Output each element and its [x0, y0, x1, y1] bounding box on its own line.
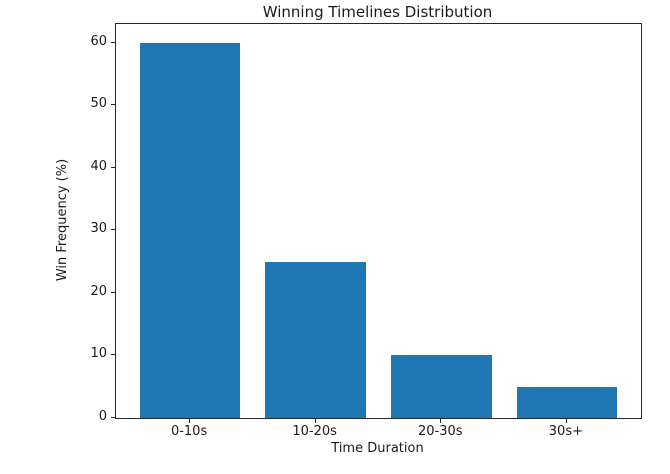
y-tick-mark — [111, 166, 115, 168]
y-tick-label: 40 — [90, 158, 107, 174]
x-tick-label: 0-10s — [170, 424, 208, 439]
y-tick-label: 60 — [90, 33, 107, 49]
y-tick-mark — [111, 354, 115, 356]
bar-20-30s — [391, 355, 492, 418]
bar-30s+ — [516, 386, 618, 418]
plot-area — [115, 23, 642, 419]
x-tick-label: 30s+ — [548, 424, 583, 439]
y-tick-mark — [111, 291, 115, 293]
bar-10-20s — [265, 261, 366, 418]
y-tick-mark — [111, 41, 115, 43]
y-tick-label: 20 — [90, 283, 107, 299]
y-tick-mark — [111, 104, 115, 106]
x-tick-mark — [189, 419, 191, 423]
x-tick-label: 20-30s — [418, 424, 463, 439]
y-tick-mark — [111, 229, 115, 231]
x-tick-mark — [314, 419, 316, 423]
x-tick-mark — [440, 419, 442, 423]
y-tick-label: 30 — [90, 221, 107, 237]
x-axis-label: Time Duration — [331, 441, 424, 456]
x-tick-label: 10-20s — [292, 424, 337, 439]
y-tick-label: 0 — [98, 409, 107, 424]
y-tick-label: 10 — [90, 346, 107, 362]
chart-title: Winning Timelines Distribution — [262, 3, 493, 21]
bar-0-10s — [139, 42, 241, 418]
y-tick-label: 50 — [90, 96, 107, 112]
x-tick-mark — [565, 419, 567, 423]
y-tick-mark — [111, 417, 115, 418]
y-axis-label: Win Frequency (%) — [55, 158, 70, 282]
